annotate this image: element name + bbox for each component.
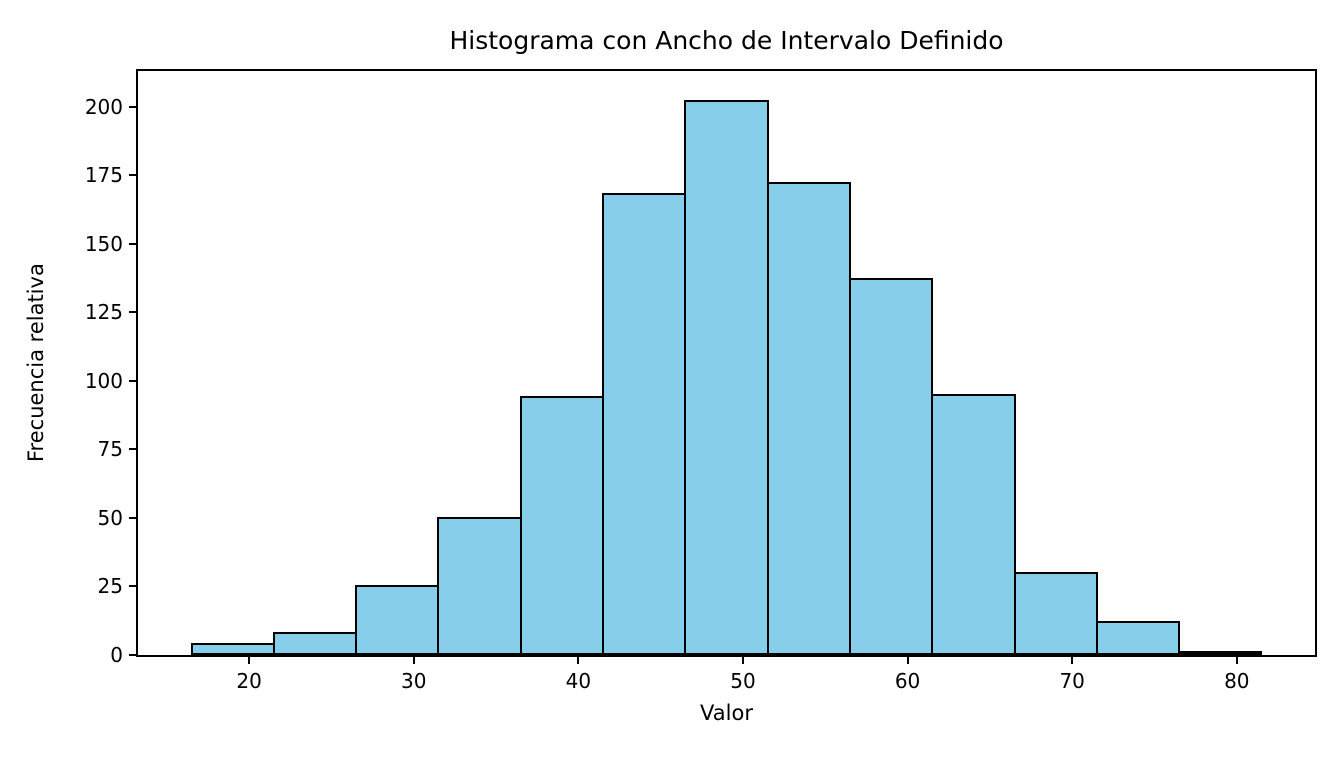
x-tick-mark <box>1071 657 1074 664</box>
histogram-bar <box>272 632 358 655</box>
y-tick-mark <box>129 242 136 245</box>
x-axis-label: Valor <box>700 701 753 725</box>
y-tick-label: 25 <box>97 574 123 599</box>
y-tick-mark <box>129 516 136 519</box>
histogram-bar <box>1178 651 1263 655</box>
y-tick-label: 50 <box>97 505 123 530</box>
y-tick-mark <box>129 448 136 451</box>
histogram-bar <box>519 396 605 655</box>
plot-area: 20 30 40 50 60 70 80 0 25 50 75 100 125 150 175 200 <box>85 69 1317 693</box>
y-tick-mark <box>129 585 136 588</box>
y-tick-label: 0 <box>110 643 123 667</box>
x-tick-label: 60 <box>894 669 921 693</box>
y-tick-label: 150 <box>84 231 123 256</box>
histogram-bar <box>602 193 687 655</box>
histogram-bar <box>766 182 851 655</box>
chart-title: Histograma con Ancho de Intervalo Defini… <box>449 26 1004 55</box>
x-tick-label: 20 <box>236 669 262 693</box>
y-tick-label: 175 <box>84 163 123 188</box>
x-tick-label: 40 <box>565 669 592 693</box>
x-tick-mark <box>412 657 415 664</box>
x-tick-label: 80 <box>1224 669 1250 693</box>
histogram-bar <box>437 516 522 655</box>
histogram-bar <box>190 643 275 655</box>
y-tick-mark <box>129 379 136 382</box>
histogram-bar <box>1013 571 1098 655</box>
y-tick-mark <box>129 174 136 177</box>
x-tick-mark <box>577 657 580 664</box>
y-tick-mark <box>129 105 136 108</box>
y-tick-mark <box>129 311 136 314</box>
x-tick-mark <box>248 657 251 664</box>
y-tick-label: 200 <box>84 94 123 119</box>
y-axis-label: Frecuencia relativa <box>24 263 48 463</box>
y-tick-label: 75 <box>97 437 123 462</box>
histogram-bar <box>1095 621 1181 655</box>
x-tick-mark <box>1235 657 1238 664</box>
y-tick-label: 100 <box>84 368 123 393</box>
x-tick-mark <box>906 657 909 664</box>
histogram-bar <box>848 278 934 655</box>
histogram-bar <box>931 393 1016 655</box>
histogram-bar <box>684 100 769 655</box>
x-tick-label: 70 <box>1059 669 1085 693</box>
y-tick-label: 125 <box>84 300 123 325</box>
y-tick-mark <box>129 654 136 656</box>
histogram-bar <box>355 585 440 655</box>
x-tick-mark <box>741 657 744 664</box>
x-tick-label: 50 <box>730 669 756 693</box>
x-tick-label: 30 <box>400 669 427 693</box>
